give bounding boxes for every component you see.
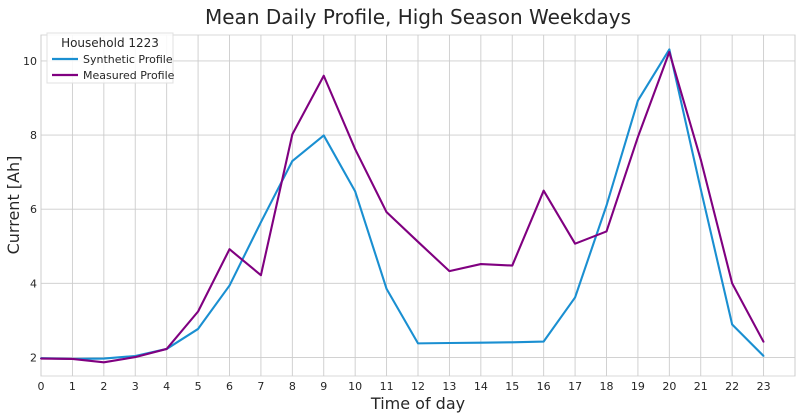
data-point — [354, 148, 357, 151]
data-point — [448, 342, 451, 344]
data-point — [731, 282, 734, 285]
y-axis-label: Current [Ah] — [4, 156, 23, 255]
data-point — [699, 188, 702, 191]
data-point — [479, 341, 482, 344]
data-point — [260, 274, 262, 277]
x-tick-label: 3 — [132, 380, 139, 393]
y-tick-label: 6 — [30, 203, 37, 216]
x-tick-label: 7 — [257, 380, 264, 393]
data-point — [448, 270, 451, 273]
data-point — [511, 341, 514, 344]
x-tick-label: 5 — [195, 380, 202, 393]
x-tick-label: 19 — [631, 380, 645, 393]
y-tick-label: 2 — [30, 351, 37, 364]
y-tick-label: 4 — [30, 277, 37, 290]
data-point — [605, 230, 608, 233]
y-tick-label: 8 — [30, 129, 37, 142]
x-tick-label: 12 — [411, 380, 425, 393]
data-point — [40, 357, 42, 360]
data-point — [102, 357, 105, 360]
data-point — [542, 340, 545, 343]
x-tick-label: 8 — [289, 380, 296, 393]
x-tick-label: 18 — [600, 380, 614, 393]
data-point — [134, 356, 137, 358]
x-tick-label: 15 — [505, 380, 519, 393]
data-point — [417, 342, 419, 345]
x-tick-label: 4 — [163, 380, 170, 393]
chart-title: Mean Daily Profile, High Season Weekdays — [205, 5, 631, 29]
data-point — [228, 284, 231, 287]
data-point — [102, 361, 105, 364]
x-tick-label: 6 — [226, 380, 233, 393]
data-point — [291, 160, 294, 162]
x-tick-label: 0 — [38, 380, 45, 393]
data-point — [511, 264, 514, 267]
data-point — [291, 133, 294, 136]
x-tick-label: 20 — [662, 380, 676, 393]
x-tick-label: 10 — [348, 380, 362, 393]
data-point — [637, 136, 639, 138]
data-point — [322, 134, 325, 137]
data-point — [260, 221, 262, 224]
data-point — [197, 310, 199, 313]
y-tick-labels: 2 4 6 8 10 — [23, 55, 37, 365]
data-point — [731, 323, 734, 326]
x-tick-label: 2 — [100, 380, 107, 393]
series-lines — [40, 48, 765, 364]
data-point — [479, 263, 482, 265]
x-tick-label: 22 — [725, 380, 739, 393]
x-tick-label: 13 — [442, 380, 456, 393]
x-axis-label: Time of day — [370, 394, 465, 413]
data-point — [71, 358, 74, 360]
x-tick-label: 9 — [320, 380, 327, 393]
data-point — [542, 189, 545, 192]
y-tick-label: 10 — [23, 55, 37, 68]
data-point — [417, 240, 419, 243]
series-line-1 — [40, 50, 765, 364]
data-point — [228, 248, 231, 251]
data-point — [574, 296, 576, 299]
data-point — [354, 190, 357, 193]
x-tick-label: 11 — [380, 380, 394, 393]
data-point — [637, 99, 639, 102]
x-tick-labels: 0 1 2 3 4 5 6 7 8 9 10 11 12 13 14 15 16 17 18 19 20 21 22 23 — [38, 380, 771, 393]
data-point — [762, 341, 765, 343]
x-tick-label: 23 — [757, 380, 771, 393]
data-point — [668, 51, 671, 53]
data-point — [165, 348, 168, 350]
legend-title: Household 1223 — [61, 36, 159, 50]
legend-label-measured: Measured Profile — [83, 69, 175, 82]
x-tick-label: 1 — [69, 380, 76, 393]
x-tick-label: 14 — [474, 380, 488, 393]
data-point — [605, 204, 608, 207]
x-tick-label: 21 — [694, 380, 708, 393]
legend-label-synthetic: Synthetic Profile — [83, 53, 173, 66]
x-tick-label: 17 — [568, 380, 582, 393]
legend: Household 1223 Synthetic Profile Measure… — [46, 32, 175, 84]
data-point — [385, 287, 388, 290]
x-tick-label: 16 — [537, 380, 551, 393]
data-point — [668, 48, 671, 51]
data-point — [385, 211, 388, 214]
data-point — [322, 74, 325, 77]
data-point — [197, 328, 199, 330]
data-point — [574, 242, 576, 245]
data-point — [699, 158, 702, 161]
data-point — [762, 355, 765, 357]
